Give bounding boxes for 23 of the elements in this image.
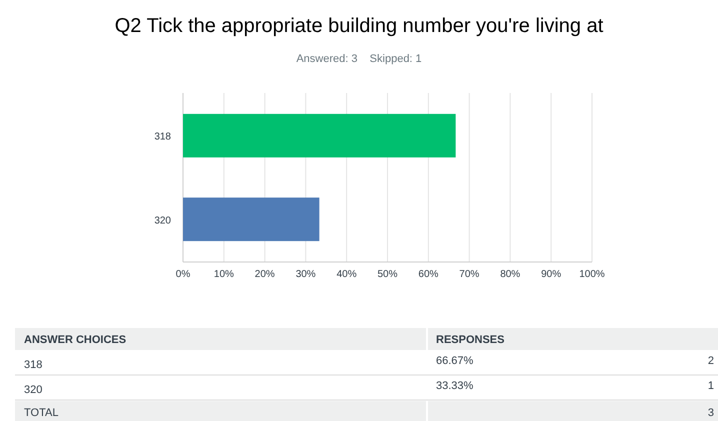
text: 66.67%	[436, 355, 474, 367]
text: 1	[708, 380, 714, 392]
x-tick-label: 50%	[377, 269, 398, 280]
x-tick-label: 10%	[214, 269, 234, 280]
text: 3	[708, 407, 714, 419]
category-label: 320	[24, 384, 42, 396]
text: RESPONSES	[436, 334, 504, 346]
x-tick-label: 30%	[296, 269, 316, 280]
text: 2	[708, 355, 714, 367]
x-tick-label: 0%	[176, 269, 190, 280]
x-tick-label: 40%	[336, 269, 357, 280]
x-tick-label: 90%	[541, 269, 562, 280]
x-tick-label: 80%	[500, 269, 520, 280]
chart-title: Q2 Tick the appropriate building number you're living at	[114, 15, 604, 37]
text: TOTAL	[24, 407, 58, 419]
chart-subtitle: Answered: 3 Skipped: 1	[296, 53, 422, 65]
x-tick-label: 100%	[579, 269, 605, 280]
text: ANSWER CHOICES	[24, 334, 126, 346]
x-tick-label: 60%	[418, 269, 439, 280]
text: 33.33%	[436, 380, 474, 392]
x-tick-label: 70%	[459, 269, 480, 280]
x-tick-label: 20%	[254, 269, 275, 280]
category-label: 318	[24, 359, 42, 371]
